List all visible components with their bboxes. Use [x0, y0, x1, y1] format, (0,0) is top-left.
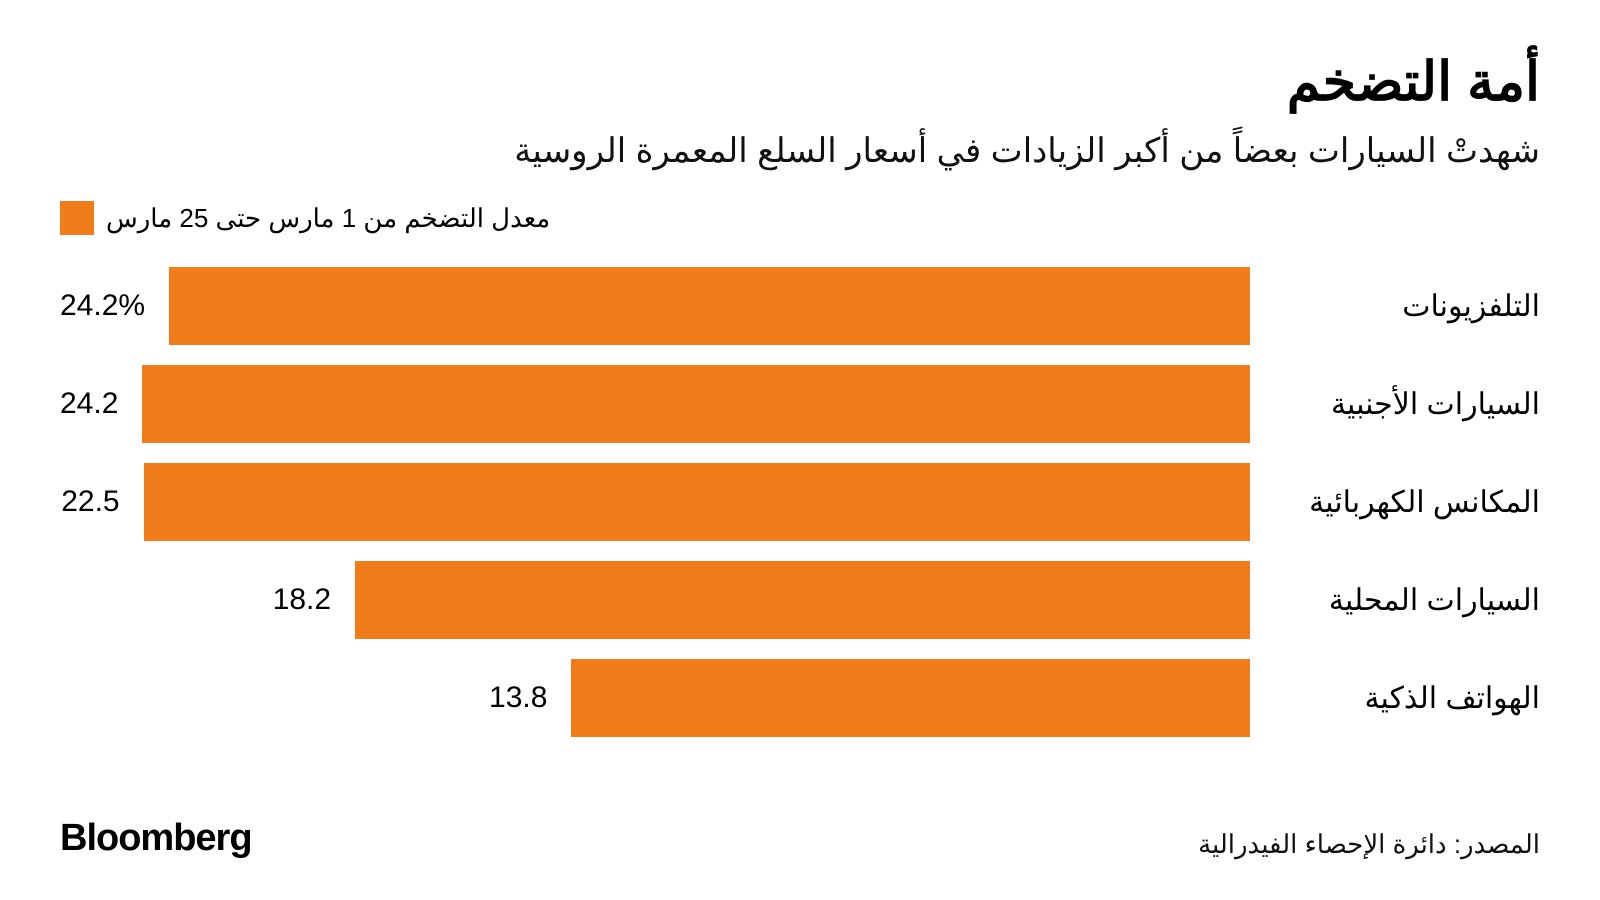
bar-area: 13.8: [60, 659, 1250, 737]
legend-swatch: [60, 201, 94, 235]
chart-row: التلفزيونات 24.2%: [60, 267, 1540, 345]
legend-label: معدل التضخم من 1 مارس حتى 25 مارس: [106, 203, 550, 234]
chart-title: أمة التضخم: [60, 50, 1540, 113]
bar: [571, 659, 1250, 737]
value-label: 24.2%: [60, 289, 145, 323]
bar-area: 24.2: [60, 365, 1250, 443]
chart-row: السيارات الأجنبية 24.2: [60, 365, 1540, 443]
brand-logo: Bloomberg: [60, 817, 252, 860]
chart-row: المكانس الكهربائية 22.5: [60, 463, 1540, 541]
value-label: 22.5: [61, 485, 119, 519]
source-label: المصدر: دائرة الإحصاء الفيدرالية: [1198, 829, 1540, 860]
bar: [144, 463, 1250, 541]
bar: [142, 365, 1250, 443]
bar-area: 24.2%: [60, 267, 1250, 345]
chart-row: الهواتف الذكية 13.8: [60, 659, 1540, 737]
bar: [169, 267, 1250, 345]
legend: معدل التضخم من 1 مارس حتى 25 مارس: [60, 201, 1540, 235]
value-label: 18.2: [273, 583, 331, 617]
bar-area: 18.2: [60, 561, 1250, 639]
bar-area: 22.5: [60, 463, 1250, 541]
bar-chart: التلفزيونات 24.2% السيارات الأجنبية 24.2 الم…: [60, 267, 1540, 737]
chart-row: السيارات المحلية 18.2: [60, 561, 1540, 639]
category-label: السيارات الأجنبية: [1250, 387, 1540, 422]
category-label: التلفزيونات: [1250, 289, 1540, 324]
bar: [355, 561, 1250, 639]
value-label: 24.2: [60, 387, 118, 421]
category-label: الهواتف الذكية: [1250, 681, 1540, 716]
chart-subtitle: شهدتْ السيارات بعضاً من أكبر الزيادات في…: [60, 131, 1540, 171]
category-label: المكانس الكهربائية: [1250, 485, 1540, 520]
category-label: السيارات المحلية: [1250, 583, 1540, 618]
value-label: 13.8: [489, 681, 547, 715]
